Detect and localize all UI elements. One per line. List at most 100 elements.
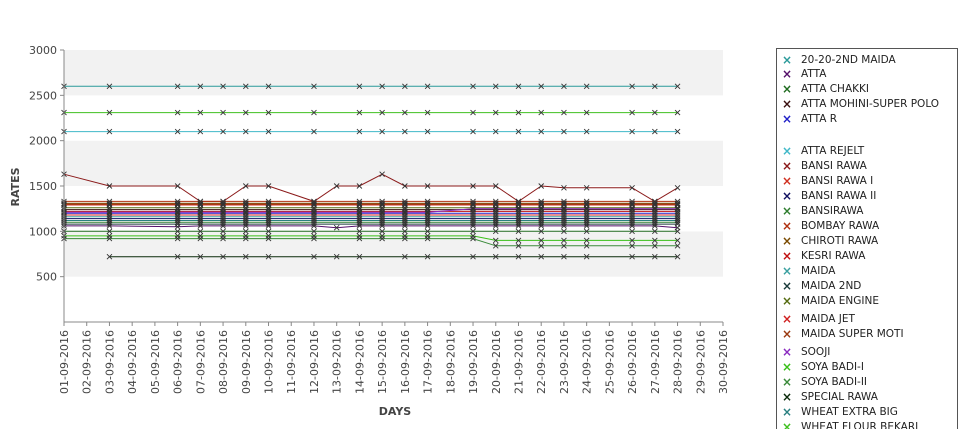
legend-item: × SOYA BADI-I [781, 360, 864, 374]
x-tick-label: 17-09-2016 [422, 330, 435, 394]
data-point-marker [629, 109, 635, 116]
legend-item: × MAIDA 2ND [781, 279, 861, 293]
legend-item: × SOYA BADI-II [781, 375, 867, 389]
data-point-marker [379, 235, 385, 242]
data-point-marker [356, 128, 363, 135]
legend-marker: × [781, 279, 793, 293]
data-point-marker [629, 128, 635, 135]
legend-marker: × [781, 360, 793, 374]
data-point-marker [538, 237, 545, 244]
data-point-marker [424, 201, 431, 207]
data-point-marker [470, 212, 476, 218]
data-point-marker [379, 219, 385, 226]
data-point-marker [561, 200, 567, 207]
data-point-marker [583, 201, 590, 207]
data-point-marker [629, 205, 635, 212]
data-point-marker [265, 228, 272, 235]
data-point-marker [220, 128, 226, 135]
x-tick-label: 02-09-2016 [81, 330, 94, 394]
x-tick-label: 08-09-2016 [217, 330, 230, 394]
data-point-marker [242, 183, 249, 189]
legend-label: ATTA R [801, 113, 838, 125]
data-point-marker [515, 205, 522, 212]
x-axis-title: DAYS [379, 405, 412, 418]
data-point-marker [402, 217, 408, 224]
data-point-marker [265, 109, 272, 116]
data-point-marker [470, 205, 476, 212]
legend-marker: × [781, 234, 793, 248]
data-point-marker [470, 219, 476, 226]
legend-label: ATTA [801, 68, 827, 80]
y-tick-label: 500 [36, 271, 57, 284]
data-point-marker [674, 83, 681, 90]
legend-label: SOYA BADI-II [801, 376, 868, 388]
legend-marker: × [781, 53, 793, 67]
y-tick-label: 2500 [29, 89, 57, 102]
data-point-marker [424, 183, 431, 189]
legend-item: × BANSI RAWA II [781, 189, 876, 203]
y-tick-label: 2000 [29, 135, 57, 148]
legend-marker: × [781, 420, 793, 429]
data-point-marker [379, 201, 385, 207]
data-point-marker [220, 219, 226, 226]
data-point-marker [583, 200, 590, 207]
data-point-marker [492, 228, 499, 235]
x-axis-ticks: 01-09-2016 02-09-2016 03-09-2016 04-09-2016… [58, 322, 730, 394]
legend-marker: × [781, 294, 793, 308]
data-point-marker [629, 212, 635, 218]
data-point-marker [652, 205, 658, 212]
data-point-marker [220, 200, 226, 207]
legend-marker: × [781, 327, 793, 341]
data-point-marker [402, 228, 408, 235]
x-tick-label: 04-09-2016 [126, 330, 139, 394]
chart-legend: × 20-20-2ND MAIDA × ATTA × ATTA CHAKKI × ATTA M… [776, 48, 958, 429]
data-point-marker [515, 83, 522, 90]
data-point-marker [402, 109, 408, 116]
x-tick-label: 03-09-2016 [103, 330, 116, 394]
data-point-marker [265, 201, 272, 207]
data-point-marker [311, 219, 317, 226]
x-tick-label: 06-09-2016 [172, 330, 185, 394]
legend-marker: × [781, 189, 793, 203]
grid-band [64, 50, 723, 96]
data-point-marker [674, 228, 681, 235]
legend-item: × ATTA CHAKKI [781, 82, 869, 96]
data-point-marker [492, 201, 499, 207]
data-point-marker [629, 83, 635, 90]
data-point-marker [515, 228, 522, 235]
data-point-marker [538, 201, 545, 207]
legend-label: BOMBAY RAWA [801, 220, 880, 232]
data-point-marker [379, 83, 385, 90]
data-point-marker [538, 205, 545, 212]
data-point-marker [674, 184, 681, 191]
legend-label: MAIDA ENGINE [801, 295, 879, 307]
legend-item: × MAIDA [781, 264, 835, 278]
data-point-marker [492, 83, 499, 90]
data-point-marker [197, 253, 204, 260]
data-point-marker [492, 243, 499, 249]
x-tick-label: 28-09-2016 [672, 330, 685, 394]
legend-item: × 20-20-2ND MAIDA [781, 53, 896, 67]
legend-marker: × [781, 249, 793, 263]
legend-item: × ATTA R [781, 112, 837, 126]
data-point-marker [402, 183, 408, 189]
data-point-marker [197, 83, 204, 90]
legend-label: MAIDA 2ND [801, 280, 862, 292]
data-point-marker [652, 243, 658, 249]
data-point-marker [402, 200, 408, 207]
data-point-marker [674, 219, 681, 226]
data-point-marker [311, 109, 317, 116]
data-point-marker [629, 219, 635, 226]
data-point-marker [561, 237, 567, 244]
data-point-marker [356, 235, 363, 242]
data-point-marker [424, 128, 431, 135]
data-point-marker [174, 109, 181, 116]
x-tick-label: 19-09-2016 [467, 330, 480, 394]
legend-label: BANSI RAWA I [801, 175, 874, 187]
data-point-marker [333, 224, 340, 231]
data-point-marker [674, 243, 681, 249]
data-point-marker [174, 200, 181, 207]
grid-band [64, 140, 723, 186]
data-point-marker [583, 243, 590, 249]
